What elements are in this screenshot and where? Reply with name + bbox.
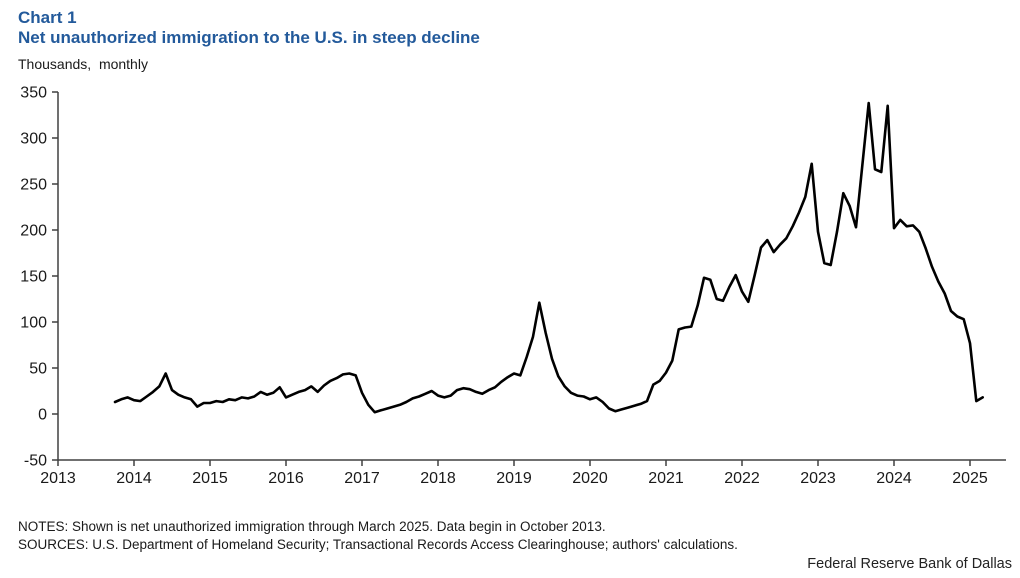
attribution-text: Federal Reserve Bank of Dallas [807,556,1012,572]
svg-text:-50: -50 [24,453,47,470]
axis-units-label: Thousands, monthly [18,56,148,72]
svg-text:2023: 2023 [800,470,836,487]
svg-text:2020: 2020 [572,470,608,487]
svg-text:2021: 2021 [648,470,684,487]
svg-text:350: 350 [20,85,47,102]
svg-text:50: 50 [29,361,47,378]
svg-text:100: 100 [20,315,47,332]
chart-notes: NOTES: Shown is net unauthorized immigra… [18,519,606,534]
svg-text:300: 300 [20,131,47,148]
svg-text:2015: 2015 [192,470,228,487]
svg-text:2013: 2013 [40,470,76,487]
svg-text:2017: 2017 [344,470,380,487]
svg-text:2014: 2014 [116,470,152,487]
page-title: Net unauthorized immigration to the U.S.… [18,28,480,47]
chart-sources: SOURCES: U.S. Department of Homeland Sec… [18,537,738,552]
svg-text:250: 250 [20,177,47,194]
svg-text:2016: 2016 [268,470,304,487]
svg-text:2018: 2018 [420,470,456,487]
svg-text:2022: 2022 [724,470,760,487]
svg-text:2024: 2024 [876,470,912,487]
svg-text:200: 200 [20,223,47,240]
svg-text:2019: 2019 [496,470,532,487]
svg-text:2025: 2025 [952,470,988,487]
svg-text:0: 0 [38,407,47,424]
svg-text:150: 150 [20,269,47,286]
chart-number-label: Chart 1 [18,8,77,27]
